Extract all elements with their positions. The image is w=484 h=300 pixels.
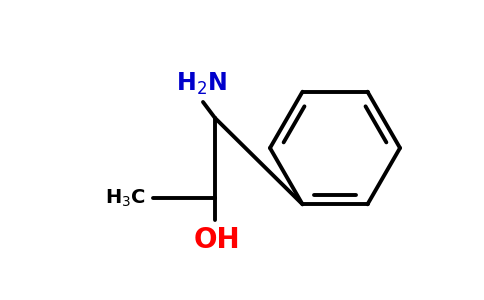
Text: H$_2$N: H$_2$N [176, 71, 227, 97]
Text: OH: OH [194, 226, 241, 254]
Text: H$_3$C: H$_3$C [105, 187, 145, 209]
